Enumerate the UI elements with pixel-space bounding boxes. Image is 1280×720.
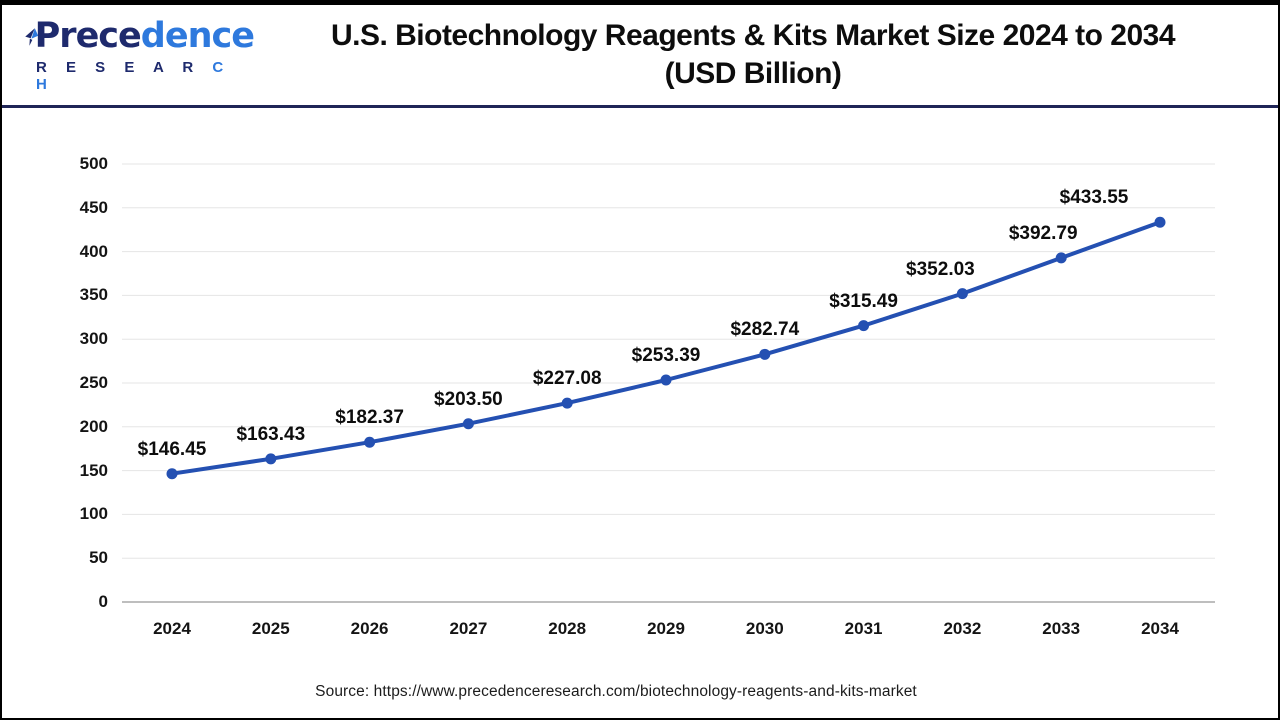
- x-axis-tick-label: 2031: [844, 619, 883, 638]
- chart-title-line2: (USD Billion): [664, 57, 842, 90]
- y-axis-tick-label: 100: [79, 504, 108, 524]
- chart-title-line1: U.S. Biotechnology Reagents & Kits Marke…: [330, 19, 1176, 52]
- x-axis-tick-label: 2025: [251, 619, 290, 638]
- chart-title: U.S. Biotechnology Reagents & Kits Marke…: [254, 17, 1278, 93]
- paper-plane-icon: [25, 28, 39, 46]
- data-point-marker: [364, 436, 376, 448]
- x-axis-tick-label: 2027: [449, 619, 488, 638]
- y-axis-tick-label: 300: [79, 329, 108, 349]
- x-axis-tick-label: 2026: [350, 619, 389, 638]
- brand-subtitle: R E S E A R C H: [36, 59, 231, 93]
- data-point-marker: [561, 397, 573, 409]
- data-point-marker: [462, 418, 474, 430]
- x-axis-tick-label: 2028: [548, 619, 587, 638]
- data-point-marker: [1154, 216, 1166, 228]
- data-point-marker: [956, 288, 968, 300]
- y-axis-tick-label: 50: [89, 548, 108, 568]
- brand-logo-row: Precedence: [24, 16, 255, 57]
- x-axis-tick-label: 2032: [943, 619, 982, 638]
- data-point-marker: [759, 348, 771, 360]
- data-point-label: $227.08: [532, 368, 602, 390]
- header: Precedence R E S E A R C H U.S. Biotechn…: [2, 2, 1278, 108]
- x-axis-tick-label: 2033: [1042, 619, 1081, 638]
- data-point-label: $282.74: [730, 319, 800, 341]
- y-axis-tick-label: 200: [79, 416, 108, 436]
- data-point-label: $146.45: [137, 438, 207, 460]
- data-point-label: $253.39: [631, 345, 701, 367]
- y-axis-tick-label: 350: [79, 285, 108, 305]
- x-axis-tick-label: 2029: [647, 619, 685, 638]
- y-axis-tick-label: 500: [79, 154, 108, 173]
- y-axis-tick-label: 150: [79, 460, 108, 480]
- data-point-marker: [265, 453, 277, 465]
- y-axis-tick-label: 400: [79, 241, 108, 261]
- data-point-marker: [166, 468, 178, 480]
- data-point-marker: [858, 320, 870, 332]
- data-point-marker: [1055, 252, 1067, 264]
- x-axis-tick-label: 2034: [1141, 619, 1179, 638]
- data-point-label: $315.49: [829, 290, 898, 312]
- y-axis-tick-label: 0: [98, 592, 108, 611]
- data-point-label: $203.50: [434, 388, 503, 410]
- x-axis-tick-label: 2024: [153, 619, 191, 638]
- brand-name: Precedence: [34, 16, 255, 56]
- data-point-label: $433.55: [1059, 187, 1129, 209]
- source-text: Source: https://www.precedenceresearch.c…: [315, 683, 917, 700]
- data-point-label: $182.37: [335, 407, 404, 429]
- data-point-label: $163.43: [236, 423, 306, 445]
- data-point-marker: [660, 374, 672, 386]
- y-axis-tick-label: 250: [79, 373, 108, 392]
- brand-logo: Precedence R E S E A R C H: [2, 16, 255, 93]
- x-axis-tick-label: 2030: [745, 619, 784, 638]
- data-point-label: $392.79: [1008, 222, 1078, 244]
- data-point-label: $352.03: [906, 258, 975, 280]
- y-axis-tick-label: 450: [79, 197, 108, 217]
